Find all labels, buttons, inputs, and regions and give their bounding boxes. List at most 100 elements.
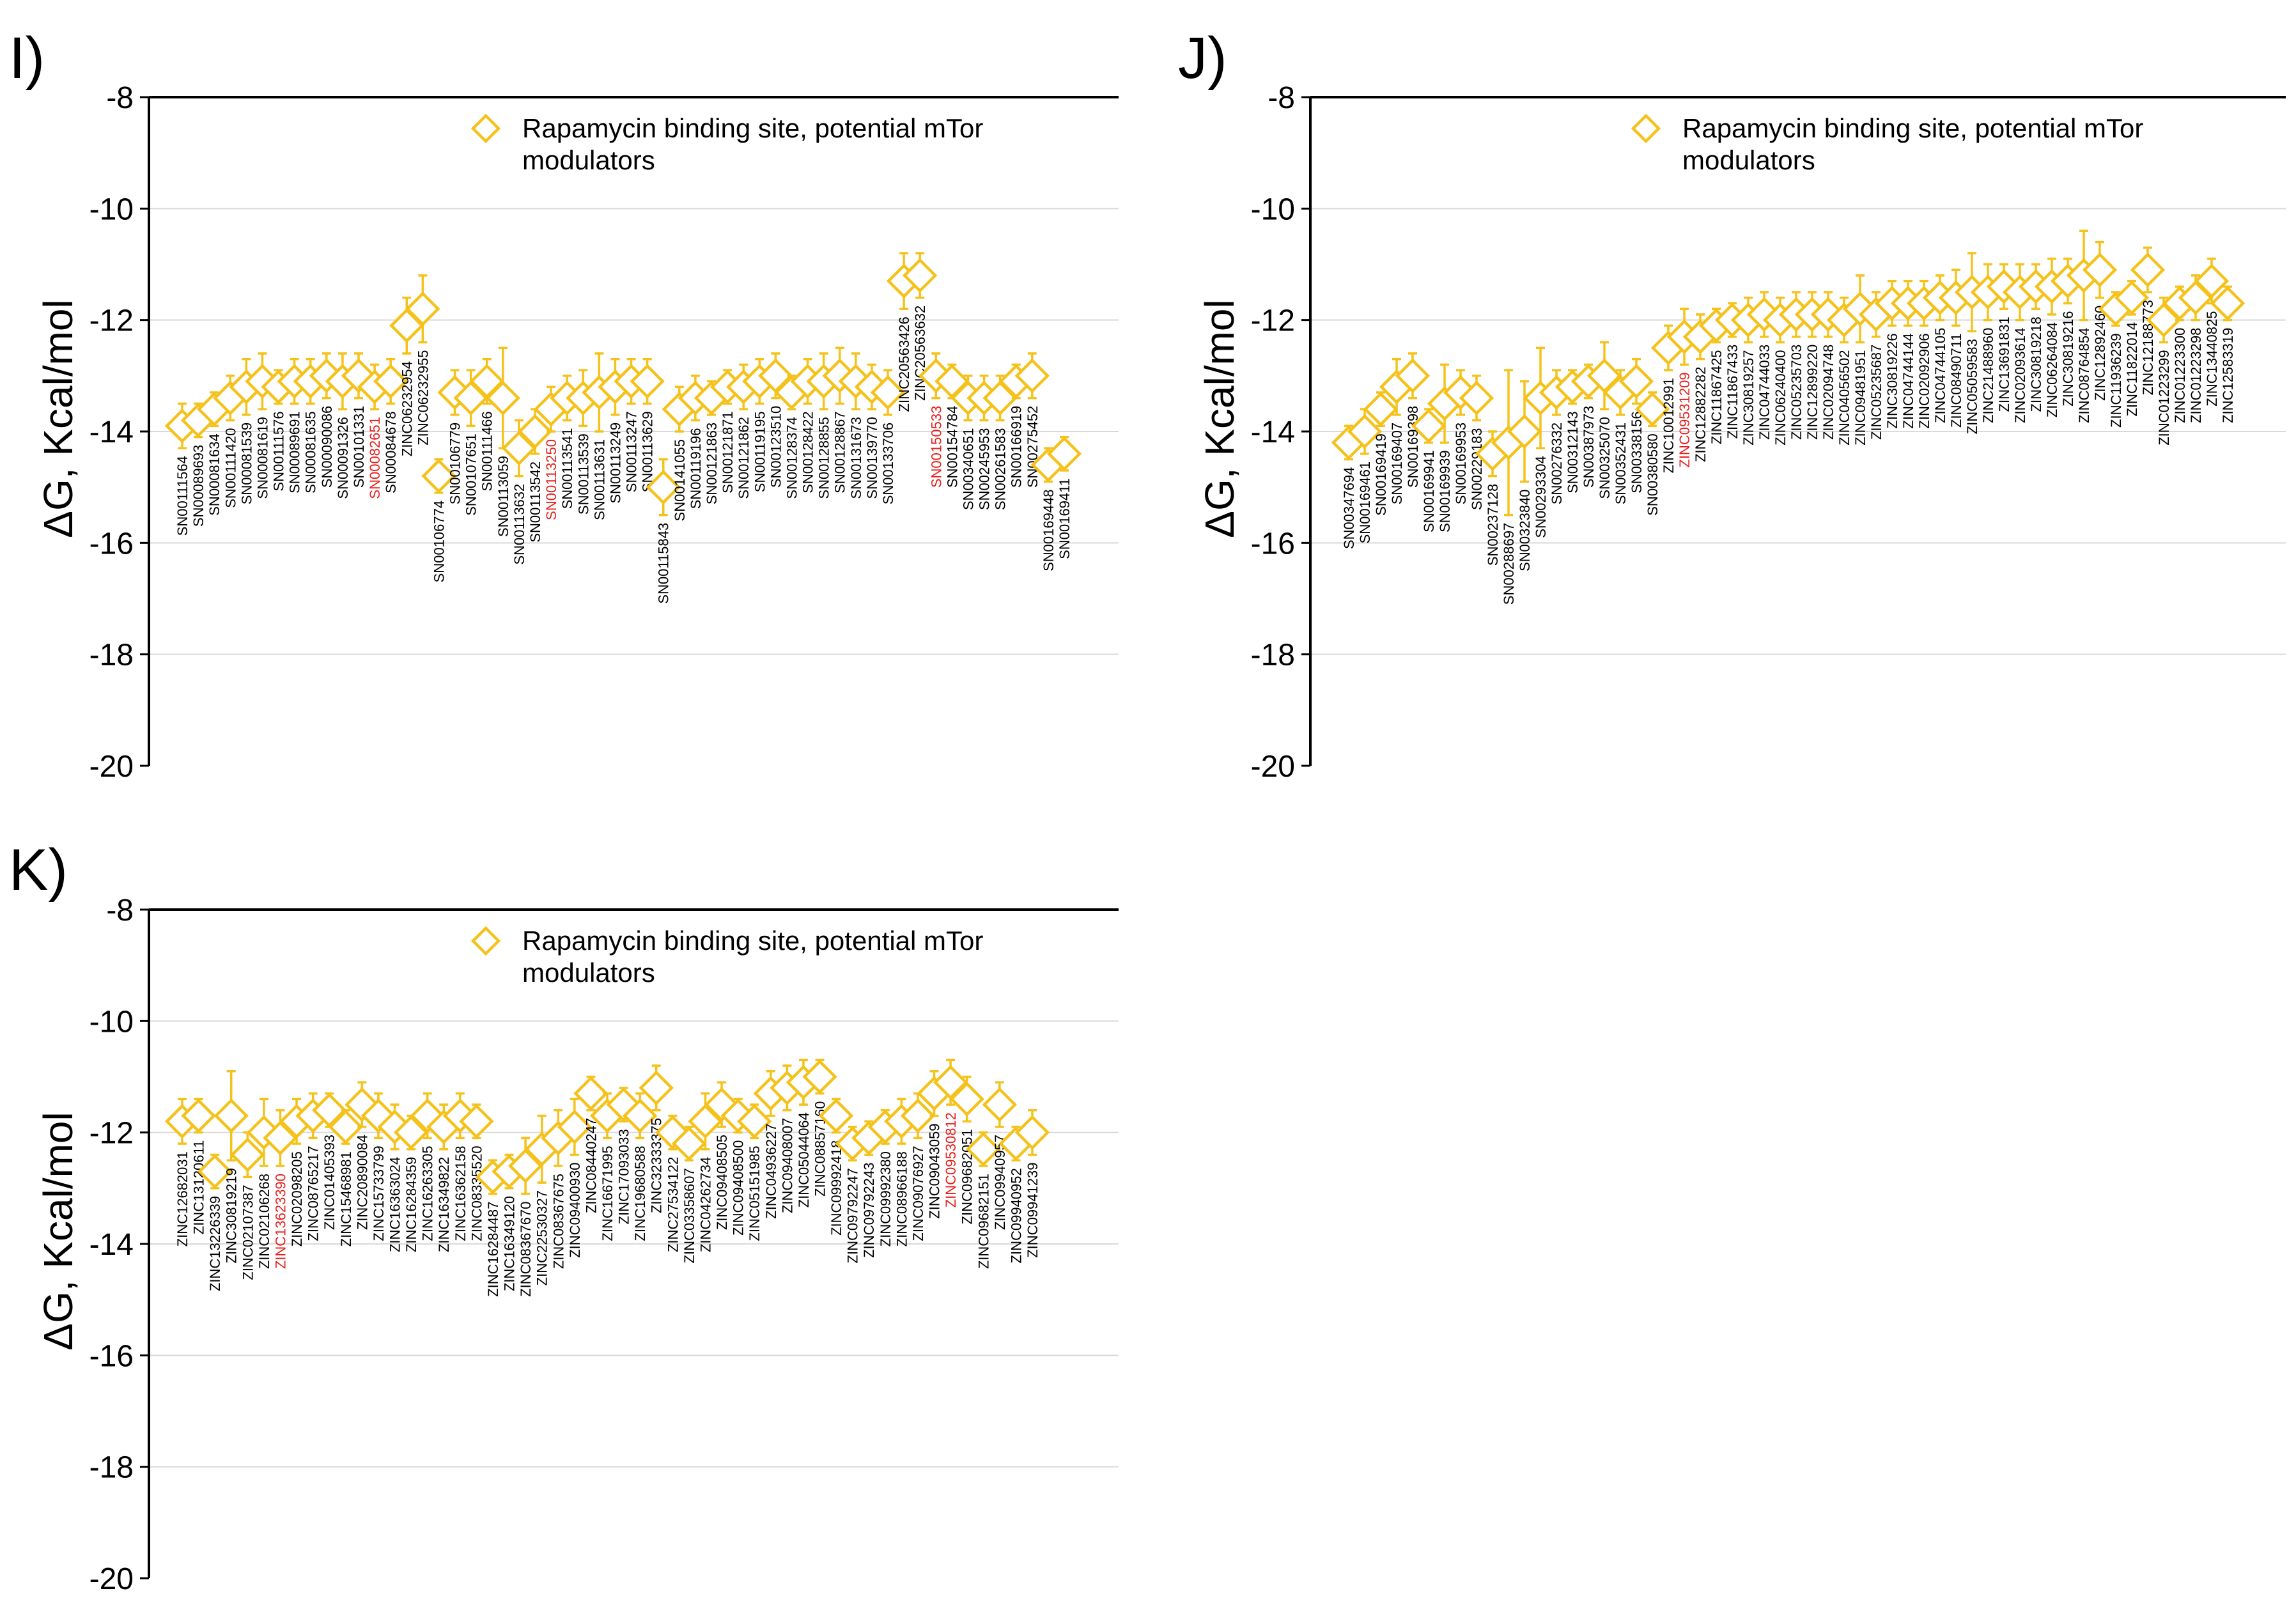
legend-text: Rapamycin binding site, potential mTor <box>1682 113 2143 143</box>
data-point <box>459 1104 494 1139</box>
point-label: SN00111420 <box>222 428 238 508</box>
point-label: SN00089691 <box>287 411 303 493</box>
point-label: SN00082651 <box>367 417 383 499</box>
point-label: SN00288697 <box>1501 523 1517 605</box>
point-label: ZINC09941239 <box>1025 1163 1041 1258</box>
point-label: SN00113631 <box>591 439 607 520</box>
point-label: ZINC02106268 <box>256 1174 272 1269</box>
point-label: ZINC20563632 <box>912 306 928 401</box>
y-tick-label: -18 <box>89 639 134 672</box>
point-label: SN00352431 <box>1613 423 1629 504</box>
point-label: ZINC16671995 <box>600 1145 616 1241</box>
point-label: ZINC16349120 <box>502 1196 518 1291</box>
point-label: ZINC09531209 <box>1677 372 1693 467</box>
point-label: ZINC08367670 <box>518 1202 534 1297</box>
point-label: ZINC09400930 <box>567 1163 583 1258</box>
point-label: ZINC22530327 <box>534 1190 550 1285</box>
point-label: SN00340651 <box>960 428 976 510</box>
point-label: SN00128855 <box>816 417 832 499</box>
point-label: SN00261583 <box>993 428 1009 510</box>
point-label: SN00106774 <box>431 501 447 582</box>
point-label: SN00131673 <box>848 417 864 499</box>
data-point <box>655 1115 690 1150</box>
point-label: ZINC05235703 <box>1788 345 1804 440</box>
y-tick-label: -10 <box>89 1005 134 1039</box>
data-point <box>517 414 553 449</box>
point-label: ZINC01223298 <box>2188 328 2204 423</box>
y-tick-label: -16 <box>1251 527 1295 561</box>
point-label: ZINC30819216 <box>2060 311 2076 407</box>
point-label: ZINC16349822 <box>436 1157 452 1252</box>
point-label: SN00111576 <box>271 411 287 491</box>
point-label: ZINC02092906 <box>1916 333 1932 428</box>
point-label: ZINC16263305 <box>420 1145 436 1241</box>
data-point <box>393 1115 429 1150</box>
point-label: ZINC04744144 <box>1900 333 1916 428</box>
y-tick-label: -14 <box>1251 415 1295 449</box>
point-label: ZINC09076927 <box>910 1145 926 1241</box>
panel-label: I) <box>9 26 45 91</box>
data-point <box>758 358 793 394</box>
y-tick-label: -8 <box>106 894 134 928</box>
point-label: ZINC30819218 <box>2028 316 2044 412</box>
point-label: SN00113542 <box>527 462 543 543</box>
point-label: ZINC12882282 <box>1693 367 1709 462</box>
point-label: ZINC02093614 <box>2012 328 2028 423</box>
point-label: ZINC09408007 <box>779 1118 795 1213</box>
point-label: ZINC01223300 <box>2172 328 2188 423</box>
point-label: SN00081635 <box>303 411 319 493</box>
point-label: SN00128422 <box>800 411 816 493</box>
data-point <box>410 1098 445 1133</box>
data-point <box>361 1098 396 1133</box>
point-label: ZINC04262734 <box>697 1157 713 1252</box>
point-label: ZINC12682031 <box>175 1151 190 1246</box>
point-label: ZINC02107387 <box>240 1184 256 1280</box>
point-label: SN00121862 <box>736 417 752 499</box>
point-label: SN00113632 <box>511 484 527 565</box>
chart-panel-k: K) -8 -10 -12 -14 -16 -18 -20 ΔG, Kcal/mol Rapamy… <box>9 837 1119 1596</box>
data-point <box>933 1065 968 1100</box>
legend-marker <box>1631 113 1661 144</box>
y-tick-label: -20 <box>89 750 134 784</box>
data-point <box>373 364 408 399</box>
point-label: SN00293304 <box>1533 456 1549 538</box>
y-tick-label: -10 <box>1251 192 1295 226</box>
chart-panel-i: I) -8 -10 -12 -14 -16 -18 -20 ΔG, Kcal/mol Rapamy… <box>9 26 1119 784</box>
point-label: ZINC19680588 <box>632 1145 648 1241</box>
data-point <box>1618 364 1654 399</box>
data-point <box>966 1131 1001 1167</box>
data-point <box>1014 1115 1050 1150</box>
point-label: SN00169398 <box>1405 406 1421 488</box>
data-point <box>1411 408 1447 444</box>
legend-marker <box>470 113 501 144</box>
point-label: ZINC20890084 <box>354 1135 370 1230</box>
data-point <box>197 1154 233 1189</box>
point-label: SN00081634 <box>206 433 222 515</box>
point-label: ZINC09792247 <box>845 1168 861 1263</box>
point-label: SN00150533 <box>928 406 944 488</box>
point-label: SN00084678 <box>383 411 399 493</box>
panel-label: J) <box>1178 26 1227 91</box>
point-label: SN00111466 <box>479 411 495 491</box>
point-label: SN00107651 <box>463 433 479 515</box>
data-point <box>630 364 665 399</box>
point-label: ZINC21488960 <box>1980 328 1996 423</box>
point-label: SN00229183 <box>1469 428 1485 510</box>
legend-text: modulators <box>1682 145 1815 175</box>
point-label: ZINC12583319 <box>2220 328 2236 423</box>
point-label: ZINC13623390 <box>272 1174 288 1269</box>
data-point <box>982 1087 1018 1122</box>
point-label: SN00089693 <box>190 445 206 527</box>
point-label: SN00325070 <box>1597 417 1613 499</box>
point-label: ZINC09682151 <box>975 1174 991 1269</box>
point-label: SN00169448 <box>1041 489 1057 571</box>
point-label: ZINC20563426 <box>896 316 912 412</box>
point-label: ZINC09792243 <box>861 1163 877 1258</box>
point-label: SN00101331 <box>351 406 367 488</box>
data-point <box>870 375 906 410</box>
data-point <box>802 1059 837 1094</box>
point-label: ZINC09530812 <box>943 1112 959 1207</box>
point-label: ZINC09992418 <box>828 1140 844 1236</box>
data-point <box>1395 358 1431 394</box>
point-label: ZINC30819219 <box>224 1168 240 1263</box>
